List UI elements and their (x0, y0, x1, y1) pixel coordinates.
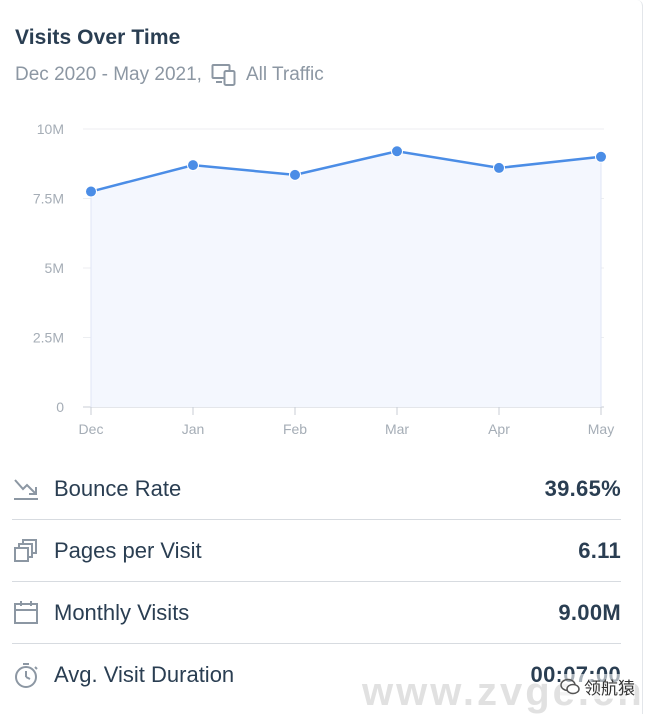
metric-label: Bounce Rate (54, 475, 182, 501)
data-point (391, 145, 403, 158)
devices-icon (211, 63, 237, 87)
metric-pages-per-visit: Pages per Visit 6.11 (12, 520, 621, 582)
x-tick-label: Feb (283, 421, 307, 437)
data-point (289, 168, 301, 181)
x-tick-label: Dec (79, 421, 104, 437)
card-title: Visits Over Time (15, 26, 181, 49)
series-line (90, 149, 602, 193)
stopwatch-icon (12, 661, 40, 689)
visits-line-chart: 0 2.5M 5M 7.5M 10M Dec Jan Feb Mar Apr May (33, 121, 614, 437)
x-tick-label: Apr (488, 421, 510, 437)
data-point (493, 161, 505, 174)
x-tick-label: Jan (182, 421, 205, 437)
metric-value: 39.65% (544, 475, 621, 501)
y-tick-label: 2.5M (33, 330, 64, 346)
metric-label: Avg. Visit Duration (54, 661, 235, 687)
data-point (595, 150, 607, 163)
metric-label: Pages per Visit (54, 537, 202, 563)
date-range: Dec 2020 - May 2021, (15, 64, 202, 85)
pages-stack-icon (12, 537, 40, 565)
y-tick-label: 10M (37, 121, 64, 137)
metric-label: Monthly Visits (54, 599, 190, 625)
metrics-list: Bounce Rate 39.65% Pages per Visit 6.11 (12, 458, 621, 705)
x-tick-label: Mar (385, 421, 409, 437)
x-tick-label: May (588, 421, 614, 437)
trend-down-icon (12, 475, 40, 503)
y-tick-label: 7.5M (33, 191, 64, 207)
traffic-filter[interactable]: All Traffic (245, 64, 324, 85)
metric-bounce-rate: Bounce Rate 39.65% (12, 458, 621, 520)
data-point (85, 185, 97, 198)
calendar-icon (12, 599, 40, 627)
wechat-icon (560, 678, 580, 696)
metric-value: 6.11 (578, 537, 621, 563)
metric-monthly-visits: Monthly Visits 9.00M (12, 582, 621, 644)
y-tick-label: 5M (45, 260, 64, 276)
data-point (187, 159, 199, 172)
watermark-brand: 领航猿 (560, 674, 635, 699)
metric-value: 9.00M (558, 599, 621, 625)
card-subtitle: Dec 2020 - May 2021, All Traffic (15, 63, 324, 87)
y-tick-label: 0 (56, 399, 64, 415)
series-area (91, 151, 601, 407)
watermark-brand-label: 领航猿 (584, 679, 635, 698)
